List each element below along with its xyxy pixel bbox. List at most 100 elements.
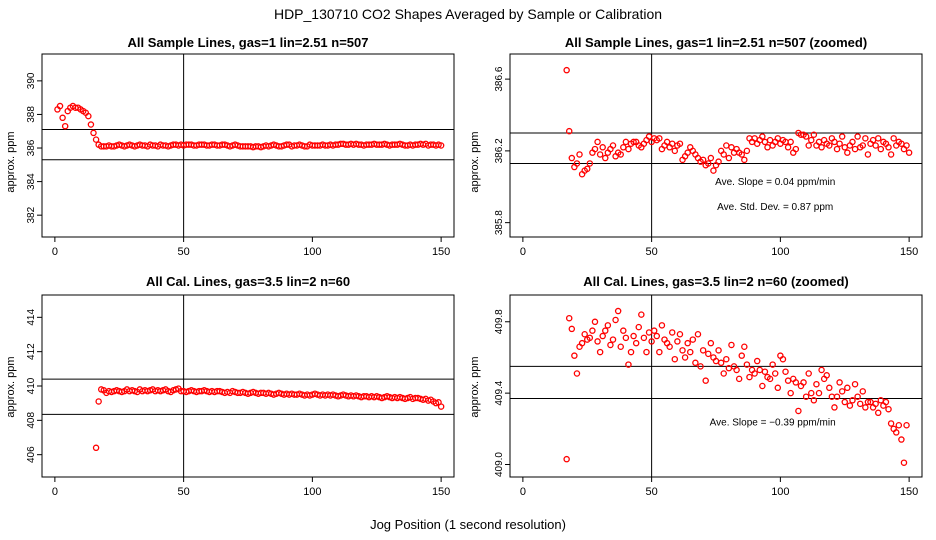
data-point xyxy=(810,131,818,138)
y-tick-label: 386.6 xyxy=(494,66,505,91)
y-tick-label: 406 xyxy=(26,446,37,463)
data-point xyxy=(808,136,815,144)
x-tick-label: 100 xyxy=(303,246,321,258)
data-point xyxy=(699,156,707,164)
data-point xyxy=(818,144,825,151)
data-point xyxy=(437,142,445,149)
x-tick-label: 150 xyxy=(900,246,918,258)
data-point xyxy=(620,327,627,334)
plot-frame xyxy=(41,53,455,238)
data-point xyxy=(643,348,650,356)
data-point xyxy=(707,339,715,347)
data-point xyxy=(746,373,753,381)
x-tick-label: 50 xyxy=(178,246,190,258)
data-point xyxy=(808,389,815,397)
data-point xyxy=(578,339,586,347)
data-point xyxy=(751,370,758,377)
data-point xyxy=(620,144,627,151)
data-point xyxy=(602,327,609,334)
data-point xyxy=(723,355,730,363)
plot-frame xyxy=(509,294,923,478)
data-point xyxy=(800,379,807,386)
data-point xyxy=(841,398,849,406)
y-tick-label: 412 xyxy=(26,343,37,360)
data-point xyxy=(792,145,800,153)
data-point xyxy=(650,327,658,334)
data-point xyxy=(859,142,867,149)
panel-title: All Sample Lines, gas=1 lin=2.51 n=507 (… xyxy=(565,35,867,50)
data-point xyxy=(756,366,764,374)
y-tick-label: 408 xyxy=(26,412,37,429)
data-point xyxy=(741,156,748,164)
data-point xyxy=(728,341,735,349)
data-point xyxy=(581,331,588,338)
data-point xyxy=(782,368,789,375)
data-point xyxy=(679,347,686,354)
data-point xyxy=(735,375,743,383)
data-point xyxy=(738,352,746,359)
data-point xyxy=(885,405,892,413)
data-point xyxy=(589,327,596,334)
data-point xyxy=(571,352,578,359)
data-point xyxy=(87,121,95,128)
data-point xyxy=(795,407,802,415)
data-point xyxy=(903,422,910,429)
data-point xyxy=(668,329,676,336)
data-point xyxy=(890,135,897,142)
data-point xyxy=(645,329,653,336)
y-tick-label: 390 xyxy=(26,72,37,89)
x-tick-label: 0 xyxy=(52,246,58,258)
data-point xyxy=(838,388,846,395)
data-point xyxy=(831,404,838,411)
data-point xyxy=(741,343,748,350)
data-point xyxy=(625,361,632,368)
data-point xyxy=(761,368,769,375)
data-point xyxy=(764,144,771,151)
data-point xyxy=(599,332,606,340)
data-point xyxy=(710,167,717,174)
data-point xyxy=(596,348,604,356)
data-point xyxy=(864,151,872,158)
data-point xyxy=(728,144,735,151)
y-axis-label: approx. ppm xyxy=(469,131,481,192)
data-point xyxy=(563,66,570,74)
y-tick-label: 386 xyxy=(26,139,37,156)
data-point xyxy=(85,112,92,120)
data-point xyxy=(849,397,856,404)
data-point xyxy=(743,361,751,368)
data-point xyxy=(810,397,818,404)
data-point xyxy=(784,144,792,151)
data-point xyxy=(877,145,885,153)
data-point xyxy=(753,357,761,365)
data-point xyxy=(705,160,712,167)
x-tick-label: 0 xyxy=(52,486,58,498)
data-point xyxy=(591,145,599,153)
y-tick-label: 409.4 xyxy=(494,380,505,405)
y-axis-label: approx. ppm xyxy=(5,131,17,192)
data-point xyxy=(802,133,810,140)
data-point xyxy=(573,160,581,167)
x-axis-label: Jog Position (1 second resolution) xyxy=(370,517,566,532)
y-tick-label: 385.8 xyxy=(494,210,505,235)
data-point xyxy=(851,380,859,388)
data-point xyxy=(725,154,733,162)
data-point xyxy=(640,334,648,342)
data-point xyxy=(905,149,913,156)
data-point xyxy=(874,409,882,417)
data-point xyxy=(586,160,594,167)
data-point xyxy=(854,393,861,400)
data-point xyxy=(882,398,890,406)
x-tick-label: 150 xyxy=(432,486,450,498)
y-tick-label: 386.2 xyxy=(494,138,505,163)
data-point xyxy=(61,122,69,130)
data-point xyxy=(694,331,702,338)
data-point xyxy=(92,136,100,143)
data-point xyxy=(887,151,895,158)
data-point xyxy=(671,147,679,155)
data-point xyxy=(95,398,102,405)
x-tick-label: 50 xyxy=(646,246,658,258)
data-point xyxy=(437,403,445,410)
y-tick-label: 388 xyxy=(26,106,37,123)
data-point xyxy=(707,154,715,162)
data-point xyxy=(738,151,746,158)
